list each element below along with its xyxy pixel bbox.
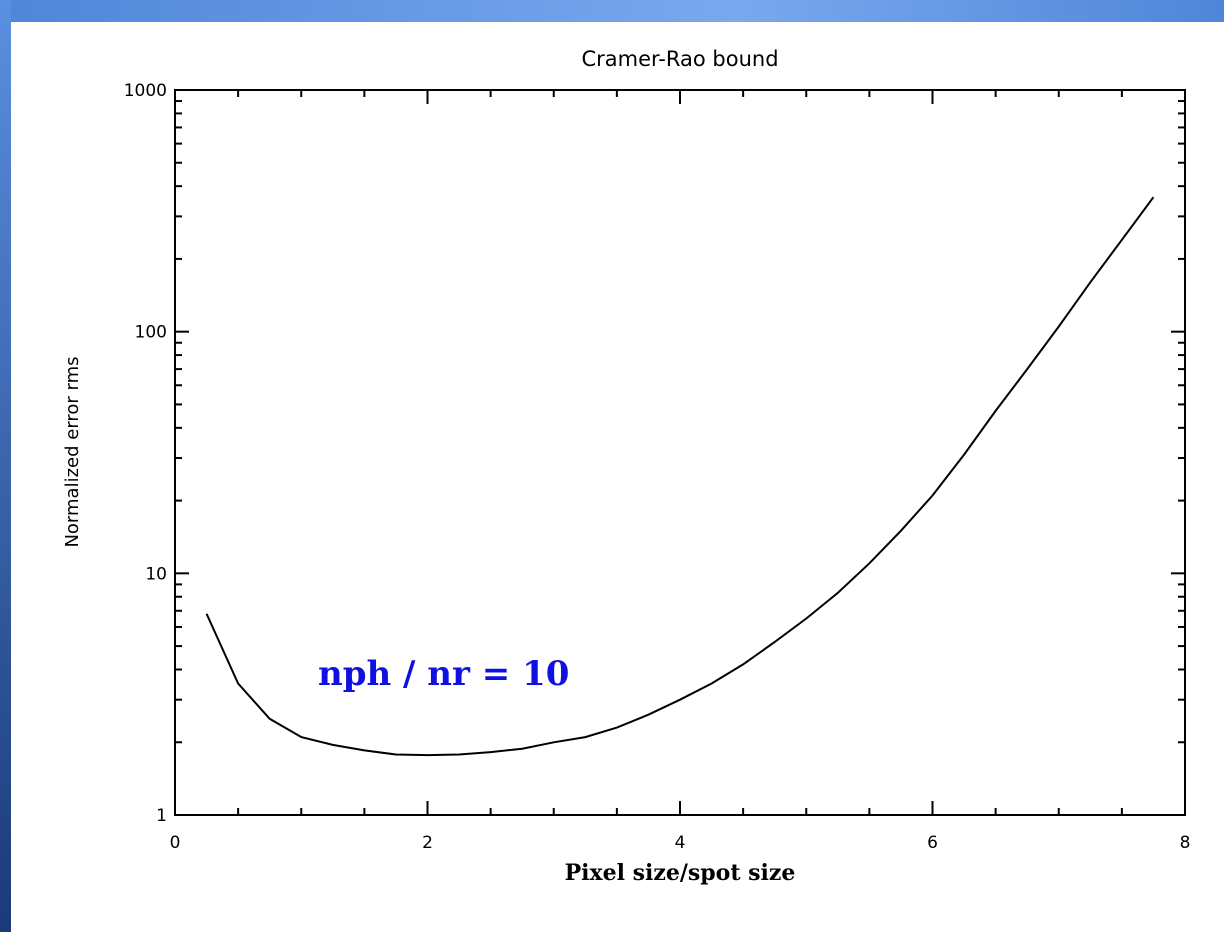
slide-left-bar xyxy=(0,0,11,932)
series-line xyxy=(205,196,1155,757)
x-tick-label: 8 xyxy=(1180,833,1191,853)
y-tick-label: 10 xyxy=(145,564,167,584)
x-tick-label: 6 xyxy=(927,833,938,853)
y-tick-label: 100 xyxy=(135,323,167,343)
y-axis-label: Normalized error rms xyxy=(62,356,83,547)
axis-ticks xyxy=(174,90,1186,816)
x-tick-label: 0 xyxy=(170,833,181,853)
y-tick-labels: 1 10 100 1000 xyxy=(124,81,167,826)
chart-annotation: nph / nr = 10 xyxy=(318,654,569,694)
slide-top-bar xyxy=(0,0,1224,22)
y-tick-label: 1 xyxy=(156,806,167,826)
x-axis-label: Pixel size/spot size xyxy=(565,860,796,886)
plot-frame xyxy=(174,89,1186,816)
y-tick-label: 1000 xyxy=(124,81,167,101)
x-tick-labels: 0 2 4 6 8 xyxy=(170,833,1191,853)
chart-title: Cramer-Rao bound xyxy=(581,47,778,71)
x-tick-label: 2 xyxy=(422,833,433,853)
x-tick-label: 4 xyxy=(675,833,686,853)
